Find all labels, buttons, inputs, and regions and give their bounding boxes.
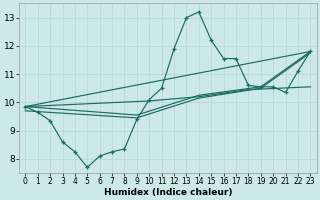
X-axis label: Humidex (Indice chaleur): Humidex (Indice chaleur)	[104, 188, 232, 197]
